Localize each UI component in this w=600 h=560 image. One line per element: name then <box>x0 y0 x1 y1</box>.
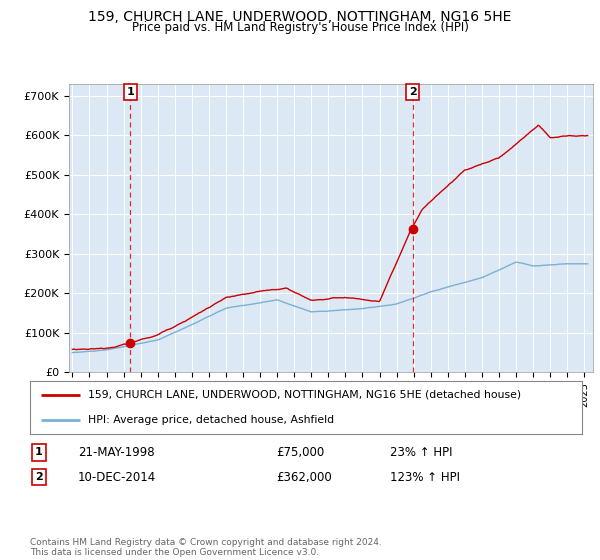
Text: 1: 1 <box>35 447 43 458</box>
Text: 1: 1 <box>126 87 134 97</box>
Text: 23% ↑ HPI: 23% ↑ HPI <box>390 446 452 459</box>
Text: 2: 2 <box>409 87 416 97</box>
Text: 10-DEC-2014: 10-DEC-2014 <box>78 470 156 484</box>
Text: £362,000: £362,000 <box>276 470 332 484</box>
Text: 2: 2 <box>35 472 43 482</box>
Text: Contains HM Land Registry data © Crown copyright and database right 2024.
This d: Contains HM Land Registry data © Crown c… <box>30 538 382 557</box>
Text: 21-MAY-1998: 21-MAY-1998 <box>78 446 155 459</box>
Text: 123% ↑ HPI: 123% ↑ HPI <box>390 470 460 484</box>
Text: £75,000: £75,000 <box>276 446 324 459</box>
Text: 159, CHURCH LANE, UNDERWOOD, NOTTINGHAM, NG16 5HE: 159, CHURCH LANE, UNDERWOOD, NOTTINGHAM,… <box>88 10 512 24</box>
Text: HPI: Average price, detached house, Ashfield: HPI: Average price, detached house, Ashf… <box>88 415 334 425</box>
Text: Price paid vs. HM Land Registry's House Price Index (HPI): Price paid vs. HM Land Registry's House … <box>131 21 469 34</box>
Text: 159, CHURCH LANE, UNDERWOOD, NOTTINGHAM, NG16 5HE (detached house): 159, CHURCH LANE, UNDERWOOD, NOTTINGHAM,… <box>88 390 521 400</box>
